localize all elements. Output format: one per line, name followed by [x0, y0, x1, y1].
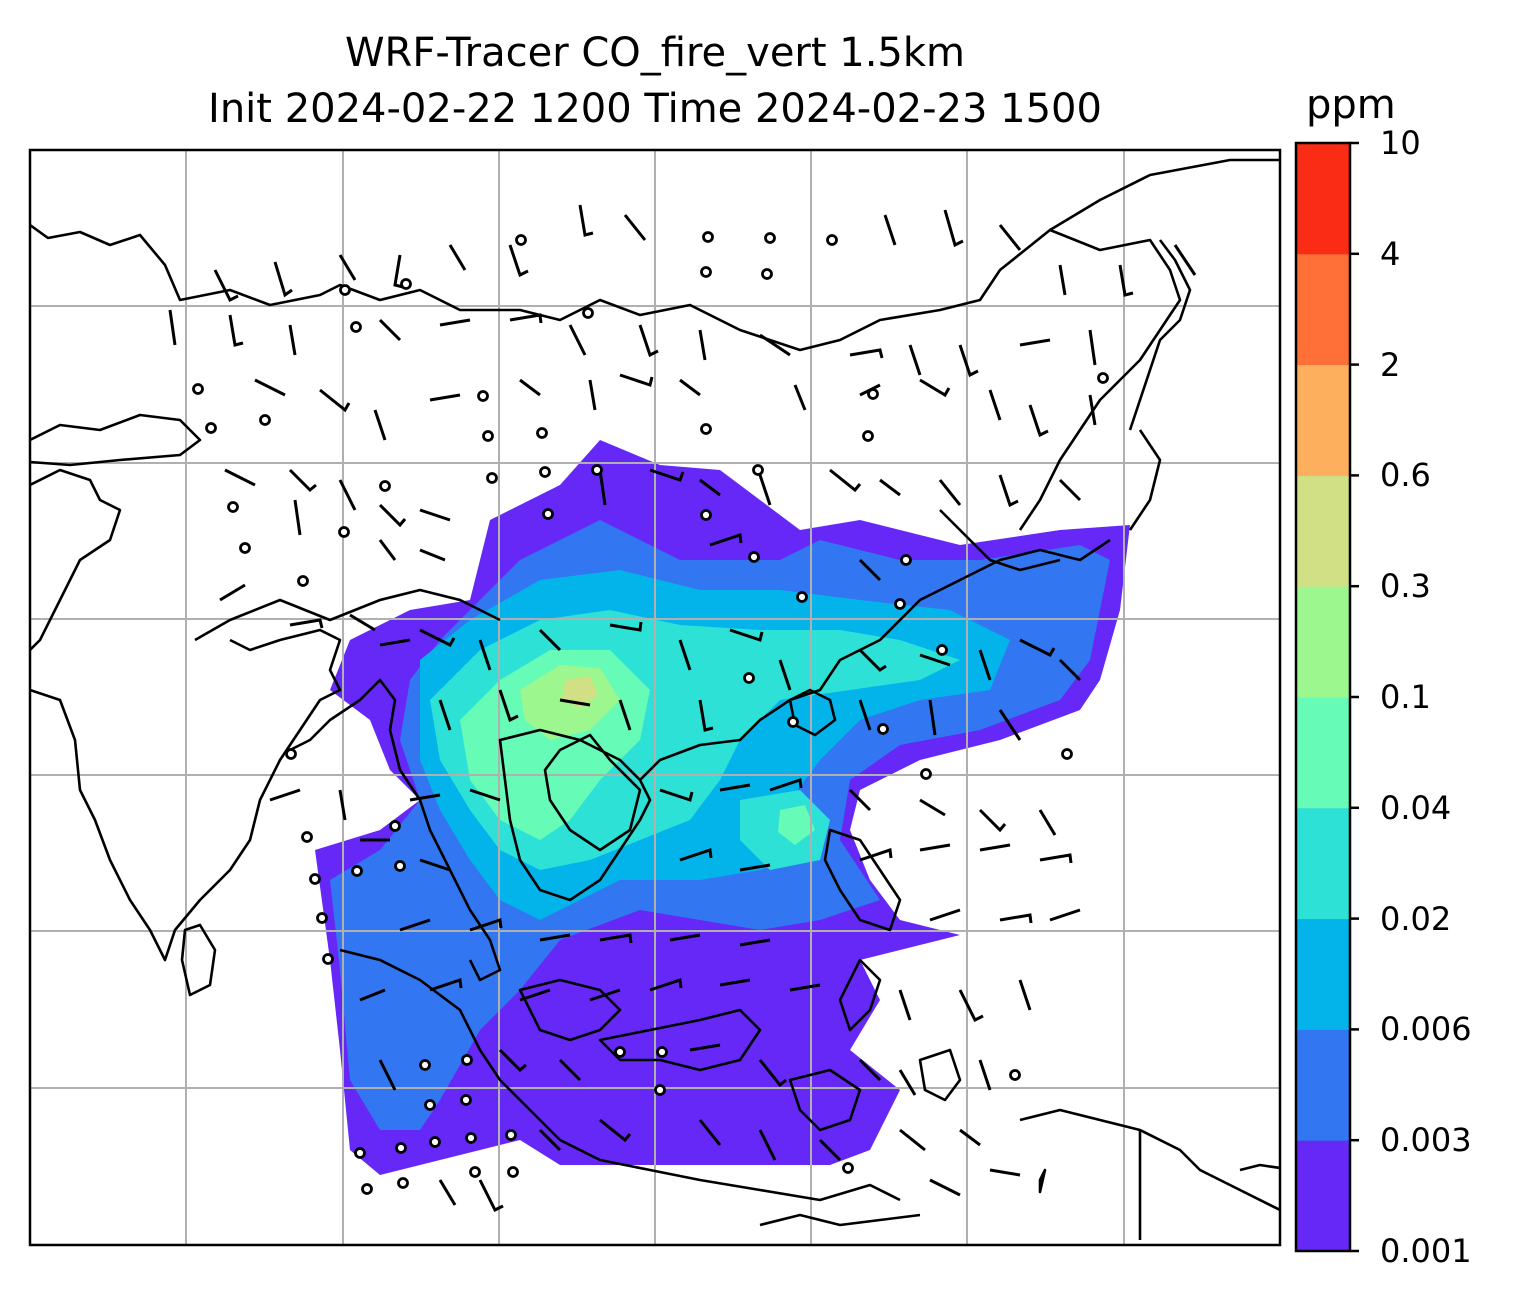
colorbar-segment	[1296, 1029, 1350, 1141]
colorbar-tick-label: 0.1	[1380, 678, 1431, 716]
colorbar-tick-label: 10	[1380, 124, 1421, 162]
map-title-line1: WRF-Tracer CO_fire_vert 1.5km	[344, 30, 966, 76]
colorbar-tick-label: 4	[1380, 234, 1401, 273]
colorbar-segment	[1296, 143, 1350, 255]
colorbar-tick-label: 0.6	[1380, 456, 1431, 495]
colorbar-segment	[1296, 364, 1350, 476]
wind-barbs	[168, 204, 1197, 1213]
colorbar-segment	[1296, 253, 1350, 366]
colorbar-tick-label: 0.003	[1380, 1121, 1472, 1160]
graticule	[30, 150, 1280, 1245]
map-frame	[28, 148, 1282, 1247]
colorbar-tick-label: 0.006	[1380, 1010, 1472, 1049]
colorbar-segment	[1296, 918, 1350, 1030]
colorbar-tick-label: 0.001	[1380, 1232, 1472, 1270]
colorbar-tick-label: 2	[1380, 345, 1401, 384]
colorbar-segment	[1296, 807, 1350, 920]
map-area	[30, 150, 1280, 1245]
coastlines	[30, 158, 1280, 1240]
colorbar-units-label: ppm	[1306, 82, 1396, 128]
colorbar-tick-label: 0.02	[1380, 899, 1452, 938]
colorbar-tick-label: 0.04	[1380, 788, 1452, 827]
calm-wind-markers	[192, 231, 1109, 1195]
colorbar-segment	[1296, 1140, 1350, 1252]
colorbar-tick-label: 0.3	[1380, 567, 1431, 606]
colorbar-segment	[1296, 586, 1350, 698]
colorbar	[1294, 141, 1359, 1253]
field-level-6	[562, 676, 598, 708]
colorbar-segment	[1296, 697, 1350, 809]
map-title-line2: Init 2024-02-22 1200 Time 2024-02-23 150…	[208, 86, 1102, 132]
colorbar-segment	[1296, 475, 1350, 587]
field-blob-2	[778, 805, 815, 845]
